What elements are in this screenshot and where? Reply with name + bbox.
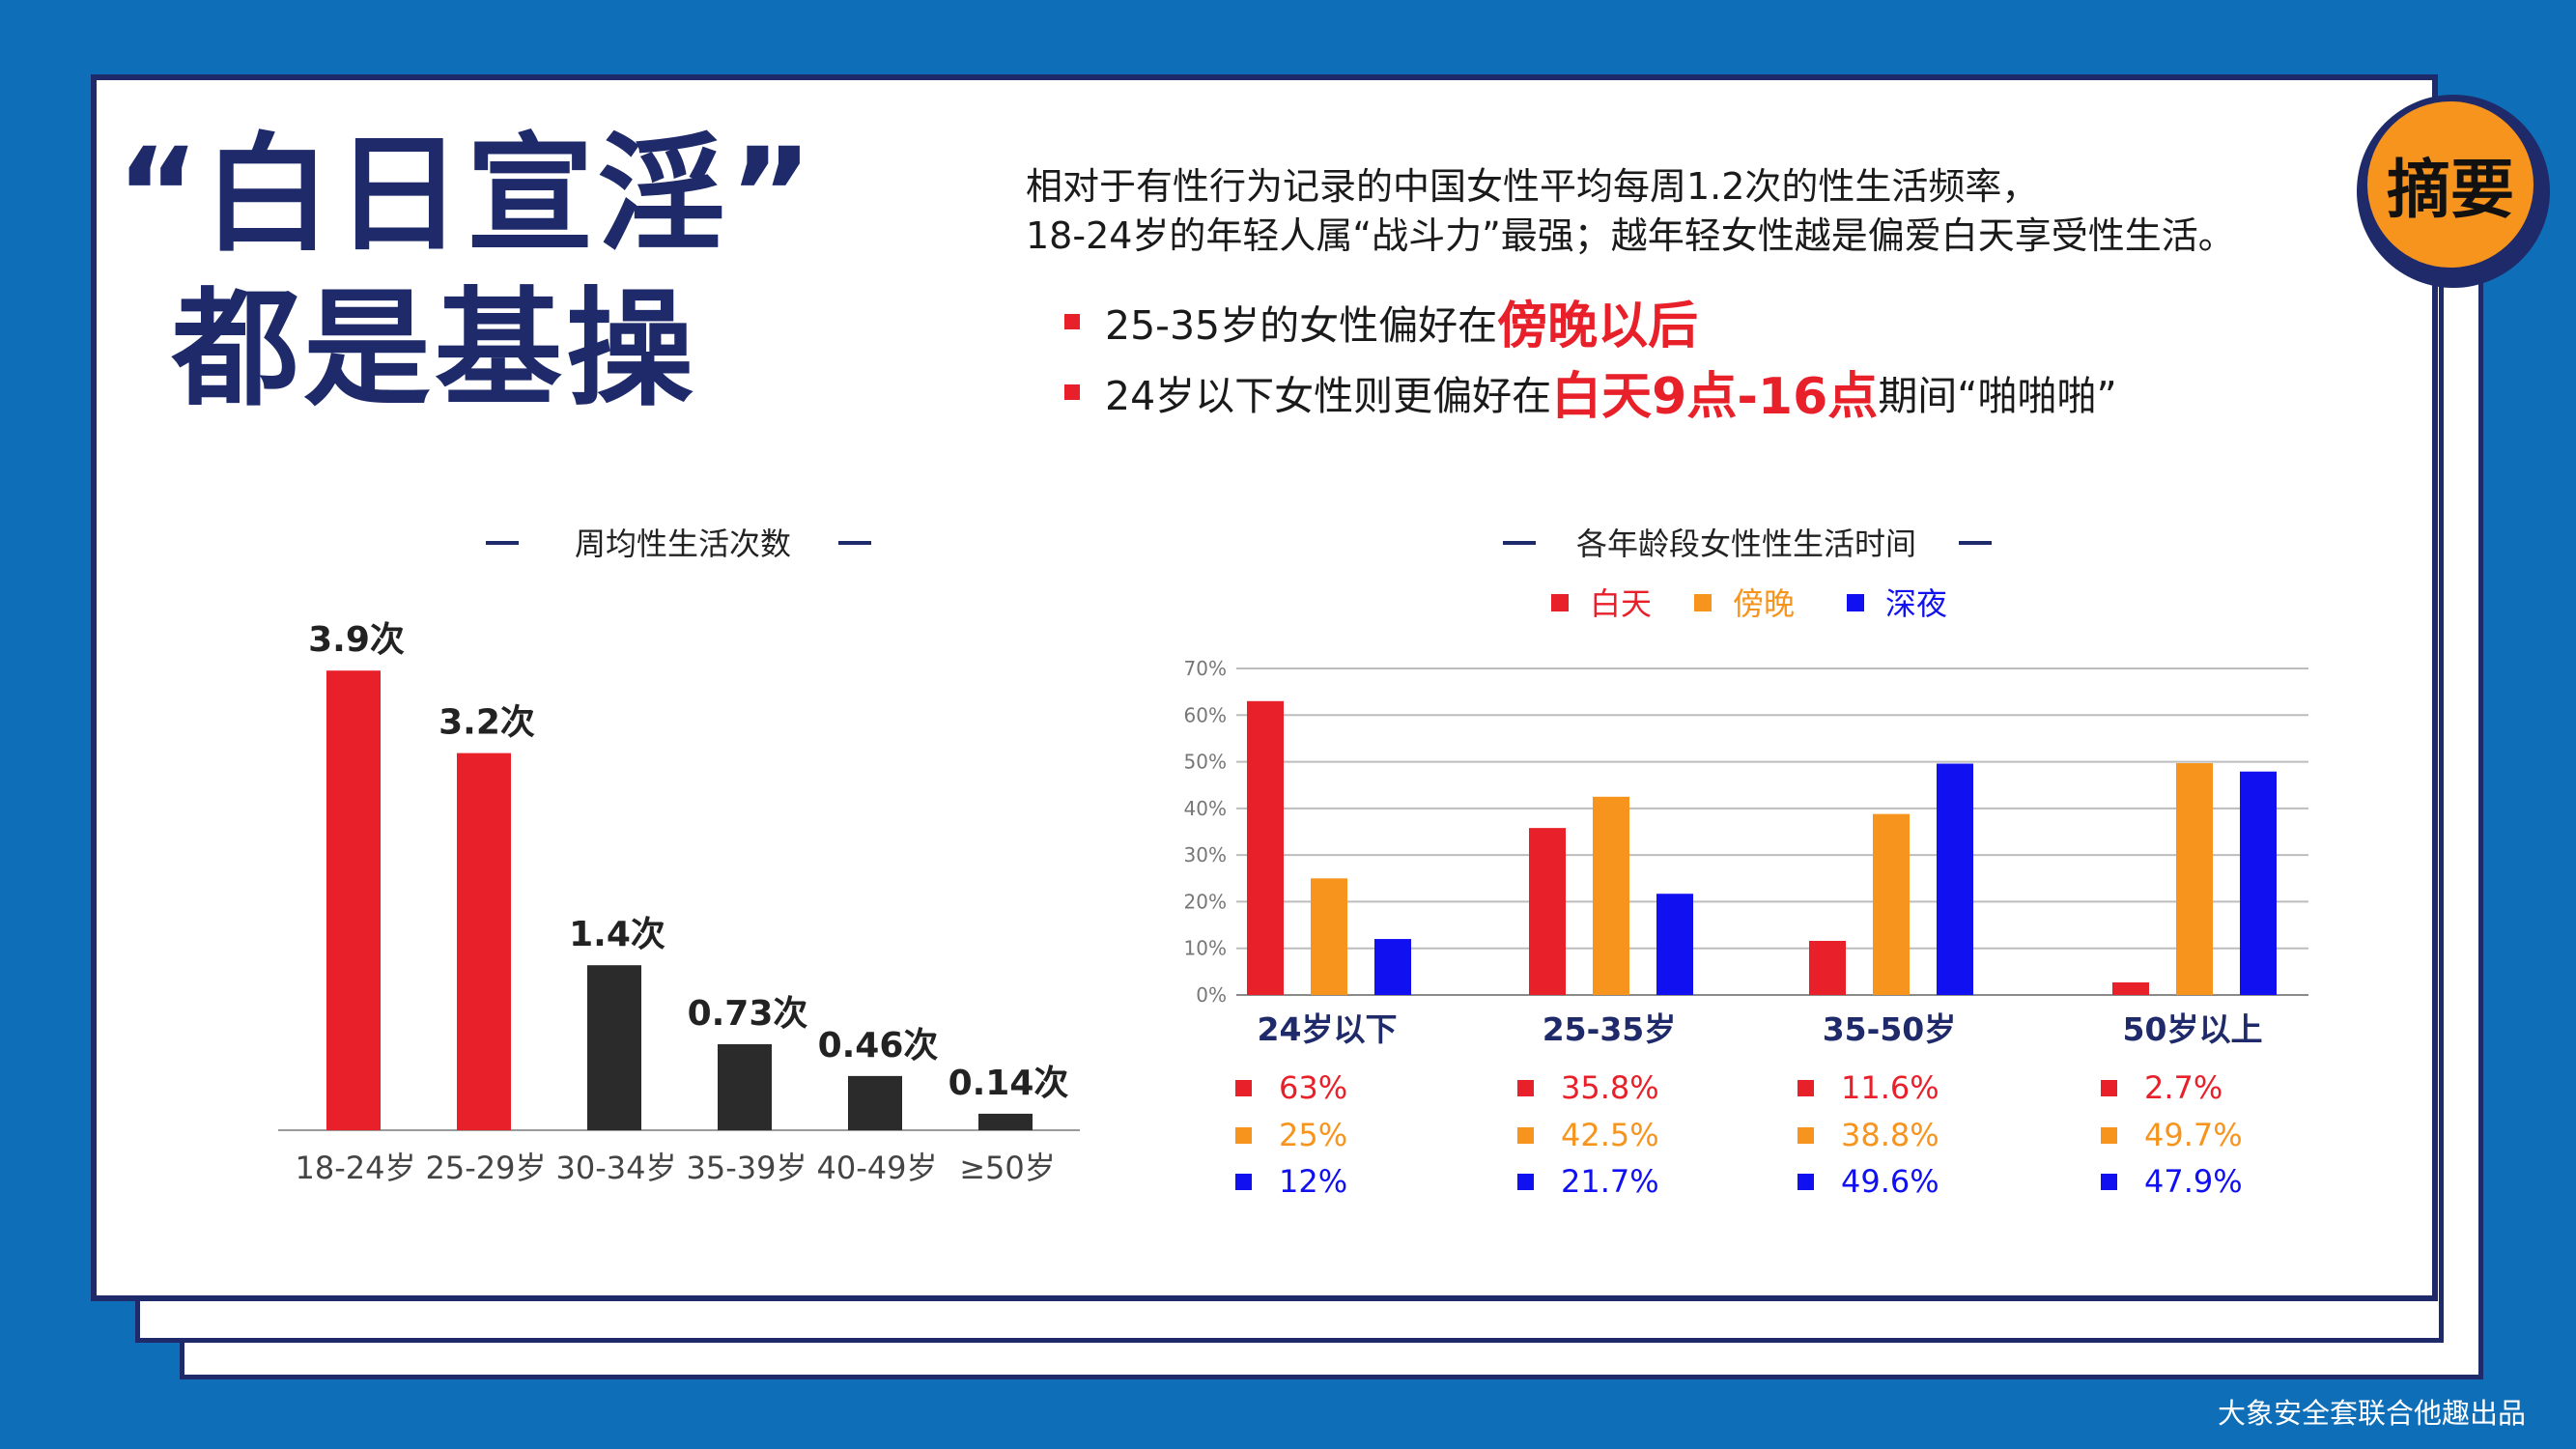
x-tick-label: 18-24岁: [296, 1150, 416, 1186]
x-tick-label: ≥50岁: [959, 1150, 1056, 1186]
value-swatch: [1235, 1127, 1252, 1144]
bar: [2176, 763, 2213, 995]
data-label: 47.9%: [2144, 1163, 2243, 1200]
y-tick-label: 50%: [1184, 751, 1227, 774]
bullet-text: 24岁以下女性则更偏好在: [1105, 372, 1552, 419]
bar: [457, 753, 511, 1130]
value-swatch: [2101, 1080, 2117, 1096]
data-label: 21.7%: [1561, 1163, 1659, 1200]
bar: [1374, 939, 1411, 995]
x-tick-label: 30-34岁: [556, 1150, 677, 1186]
x-tick-label: 50岁以上: [2123, 1010, 2263, 1048]
value-swatch: [1235, 1174, 1252, 1190]
data-label: 1.4次: [569, 915, 665, 954]
legend-label: 深夜: [1885, 585, 1947, 622]
summary-line1: 相对于有性行为记录的中国女性平均每周1.2次的性生活频率，: [1026, 165, 2039, 208]
bar: [1247, 700, 1284, 995]
data-label: 0.46次: [818, 1026, 939, 1065]
y-tick-label: 0%: [1196, 983, 1227, 1007]
bar: [978, 1113, 1033, 1130]
bar: [848, 1075, 902, 1130]
chart-title: 各年龄段女性性生活时间: [1576, 526, 1916, 562]
summary-badge: 摘要: [2363, 97, 2538, 272]
data-label: 0.14次: [948, 1064, 1069, 1103]
bar: [1656, 894, 1693, 995]
value-swatch: [1517, 1127, 1534, 1144]
bar: [1593, 796, 1629, 995]
data-label: 11.6%: [1841, 1069, 1939, 1106]
value-swatch: [1517, 1174, 1534, 1190]
y-tick-label: 60%: [1184, 703, 1227, 726]
x-tick-label: 35-50岁: [1823, 1010, 1957, 1048]
page-title-line2: 都是基操: [172, 275, 697, 424]
value-swatch: [1798, 1080, 1814, 1096]
x-tick-label: 25-29岁: [426, 1150, 547, 1186]
footer-credit: 大象安全套联合他趣出品: [2217, 1397, 2526, 1430]
bullet-square-icon: [1064, 313, 1080, 329]
x-tick-label: 24岁以下: [1258, 1010, 1398, 1048]
x-tick-label: 25-35岁: [1543, 1010, 1677, 1048]
data-label: 35.8%: [1561, 1069, 1659, 1106]
bar: [1311, 878, 1347, 995]
value-swatch: [2101, 1174, 2117, 1190]
x-tick-label: 35-39岁: [687, 1150, 807, 1186]
data-label: 3.2次: [439, 703, 535, 743]
legend-swatch: [1847, 594, 1864, 611]
legend-label: 傍晚: [1733, 585, 1795, 622]
bullet-text-after: 期间“啪啪啪”: [1878, 372, 2117, 419]
y-tick-label: 70%: [1184, 657, 1227, 680]
bar: [1529, 828, 1566, 995]
bullet-text: 25-35岁的女性偏好在: [1105, 301, 1498, 349]
data-label: 2.7%: [2144, 1069, 2222, 1106]
legend-swatch: [1694, 594, 1712, 611]
bar: [2240, 771, 2277, 995]
legend-label: 白天: [1590, 585, 1652, 622]
data-label: 0.73次: [688, 994, 808, 1034]
bar: [718, 1043, 772, 1130]
chart-title: 周均性生活次数: [575, 526, 791, 562]
y-tick-label: 10%: [1184, 937, 1227, 960]
value-swatch: [1517, 1080, 1534, 1096]
page-title-line1: “白日宣淫”: [116, 121, 817, 270]
bar: [587, 965, 641, 1130]
data-label: 42.5%: [1561, 1117, 1659, 1153]
data-label: 49.6%: [1841, 1163, 1939, 1200]
bar: [2112, 981, 2149, 995]
data-label: 49.7%: [2144, 1117, 2243, 1153]
y-tick-label: 20%: [1184, 890, 1227, 913]
bullet-item: 24岁以下女性则更偏好在 白天9点-16点 期间“啪啪啪”: [1064, 355, 2117, 428]
bar: [1873, 813, 1910, 995]
legend-swatch: [1551, 594, 1569, 611]
value-swatch: [1235, 1080, 1252, 1096]
data-label: 3.9次: [308, 620, 405, 660]
value-swatch: [1798, 1127, 1814, 1144]
value-swatch: [1798, 1174, 1814, 1190]
data-label: 38.8%: [1841, 1117, 1939, 1153]
bar: [1809, 940, 1846, 995]
y-tick-label: 30%: [1184, 843, 1227, 867]
data-label: 12%: [1279, 1163, 1347, 1200]
y-tick-label: 40%: [1184, 797, 1227, 820]
bullet-square-icon: [1064, 384, 1080, 400]
bar: [1937, 763, 1973, 995]
bullet-item: 25-35岁的女性偏好在 傍晚以后: [1064, 285, 1698, 357]
x-tick-label: 40-49岁: [817, 1150, 938, 1186]
bullet-highlight: 白天9点-16点: [1551, 368, 1879, 426]
bar: [326, 670, 381, 1130]
bullet-highlight: 傍晚以后: [1497, 298, 1699, 355]
summary-line2: 18-24岁的年轻人属“战斗力”最强；越年轻女性越是偏爱白天享受性生活。: [1026, 214, 2235, 257]
value-swatch: [2101, 1127, 2117, 1144]
data-label: 25%: [1279, 1117, 1347, 1153]
data-label: 63%: [1279, 1069, 1347, 1106]
